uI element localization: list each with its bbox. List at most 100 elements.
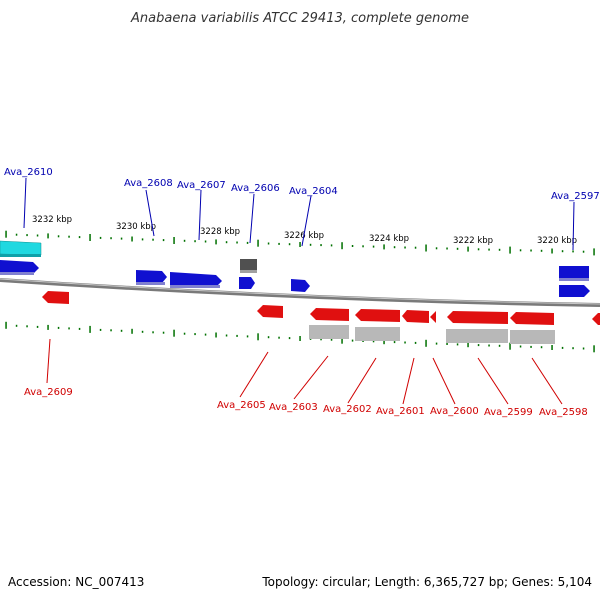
upper-ruler-tick	[15, 233, 18, 236]
lower-ruler-tick	[467, 342, 469, 348]
gene-ava-2597-shadow	[559, 278, 589, 281]
lower-ruler-tick	[15, 324, 18, 327]
upper-ruler-tick	[467, 246, 469, 252]
upper-ruler-tick	[120, 237, 123, 240]
lower-ruler-tick	[236, 334, 238, 337]
upper-ruler-tick	[425, 244, 427, 252]
lower-ruler-tick	[593, 345, 595, 353]
upper-ruler-tick	[446, 247, 448, 250]
gene-ava-2610[interactable]	[0, 240, 42, 256]
gene-forward-right[interactable]	[559, 285, 590, 297]
upper-ruler-tick	[110, 237, 112, 240]
lower-ruler-tick	[120, 329, 123, 332]
gene-ava-2603[interactable]	[310, 308, 349, 321]
gene-ava-2601[interactable]	[402, 310, 429, 323]
gene-ava-2607[interactable]	[170, 272, 222, 287]
upper-ruler-tick	[278, 242, 280, 245]
lower-ruler-tick	[204, 333, 207, 336]
lower-ruler-tick	[414, 341, 417, 344]
label-ava-2599[interactable]: Ava_2599	[484, 407, 533, 418]
upper-ruler-tick	[204, 240, 207, 243]
kbp-label-3224: 3224 kbp	[369, 234, 409, 244]
lower-ruler-tick	[5, 321, 7, 329]
lower-ruler-tick	[267, 336, 270, 339]
gene-ava-2599[interactable]	[510, 312, 554, 325]
upper-ruler-tick	[393, 246, 396, 249]
lower-ruler-tick	[488, 344, 490, 347]
gene-ava-2608-shadow	[136, 282, 165, 285]
lower-ruler-tick	[351, 339, 354, 342]
upper-ruler-tick	[561, 250, 564, 253]
callout-ava-2597	[572, 201, 575, 251]
gene-ava-2605-forward[interactable]	[239, 277, 255, 289]
feature-ava-2599-gray	[510, 330, 555, 344]
callout-ava-2609	[46, 338, 51, 384]
gene-ava-2600[interactable]	[447, 311, 508, 324]
lower-ruler-tick	[141, 330, 144, 333]
label-ava-2608[interactable]: Ava_2608	[124, 178, 173, 189]
lower-ruler-tick	[383, 339, 385, 345]
upper-ruler-tick	[99, 236, 102, 239]
lower-ruler-tick	[194, 333, 196, 336]
gene-ava-2608[interactable]	[136, 270, 167, 283]
upper-ruler-tick	[509, 246, 511, 254]
feature-ava-2600-gray	[446, 329, 508, 343]
lower-ruler-tick	[561, 346, 564, 349]
upper-ruler-tick	[162, 239, 165, 242]
upper-ruler-tick	[225, 241, 228, 244]
gene-ava-2605[interactable]	[257, 305, 283, 318]
label-ava-2604[interactable]: Ava_2604	[289, 186, 338, 197]
label-ava-2601[interactable]: Ava_2601	[376, 406, 425, 417]
upper-ruler-tick	[215, 239, 217, 245]
callout-ava-2604	[301, 195, 312, 247]
label-ava-2610[interactable]: Ava_2610	[4, 167, 53, 178]
gene-ava-2604[interactable]	[291, 279, 310, 292]
lower-ruler-tick	[393, 341, 396, 344]
genome-summary-text: Topology: circular; Length: 6,365,727 bp…	[261, 575, 592, 589]
gene-reverse-right[interactable]	[592, 313, 600, 325]
lower-ruler-tick	[551, 345, 553, 350]
upper-ruler-tick	[519, 249, 522, 252]
label-ava-2606[interactable]: Ava_2606	[231, 183, 280, 194]
upper-ruler-tick	[36, 234, 39, 237]
upper-ruler-tick	[131, 236, 133, 242]
gene-ava-2606-shadow	[240, 270, 257, 273]
label-ava-2609[interactable]: Ava_2609	[24, 387, 73, 398]
callout-ava-2608	[145, 189, 155, 237]
bottom-labels: Ava_2609 Ava_2605 Ava_2603 Ava_2602 Ava_…	[24, 387, 588, 418]
label-ava-2602[interactable]: Ava_2602	[323, 404, 372, 415]
lower-ruler-tick	[582, 347, 585, 350]
lower-ruler-tick	[299, 336, 301, 341]
gene-ava-2609[interactable]	[42, 291, 69, 304]
upper-ruler-tick	[330, 244, 333, 247]
lower-ruler-tick	[57, 326, 60, 329]
upper-ruler-tick	[414, 246, 417, 249]
reverse-features	[42, 291, 600, 344]
gene-forward-left[interactable]	[0, 260, 39, 274]
lower-ruler-tick	[530, 345, 532, 348]
label-ava-2598[interactable]: Ava_2598	[539, 407, 588, 418]
callout-ava-2610	[23, 177, 27, 229]
gene-ava-2602[interactable]	[355, 309, 400, 322]
upper-ruler-tick	[257, 239, 259, 247]
label-ava-2597[interactable]: Ava_2597	[551, 191, 600, 202]
gene-ava-2606[interactable]	[240, 259, 257, 270]
lower-ruler-tick	[78, 327, 81, 330]
kbp-label-3232: 3232 kbp	[32, 215, 72, 225]
lower-ruler-tick	[215, 332, 217, 338]
lower-ruler-tick	[572, 347, 574, 350]
upper-ruler-tick	[572, 250, 574, 253]
kbp-label-3220: 3220 kbp	[537, 236, 577, 246]
top-callouts	[23, 177, 575, 251]
lower-ruler-tick	[404, 341, 406, 344]
label-ava-2600[interactable]: Ava_2600	[430, 406, 479, 417]
upper-ruler-tick	[551, 248, 553, 254]
gene-ava-2597[interactable]	[559, 266, 589, 278]
callout-ava-2605	[239, 351, 269, 398]
label-ava-2605[interactable]: Ava_2605	[217, 400, 266, 411]
label-ava-2603[interactable]: Ava_2603	[269, 402, 318, 413]
forward-features	[0, 240, 590, 297]
label-ava-2607[interactable]: Ava_2607	[177, 180, 226, 191]
gene-ava-2601-tip[interactable]	[430, 311, 436, 323]
